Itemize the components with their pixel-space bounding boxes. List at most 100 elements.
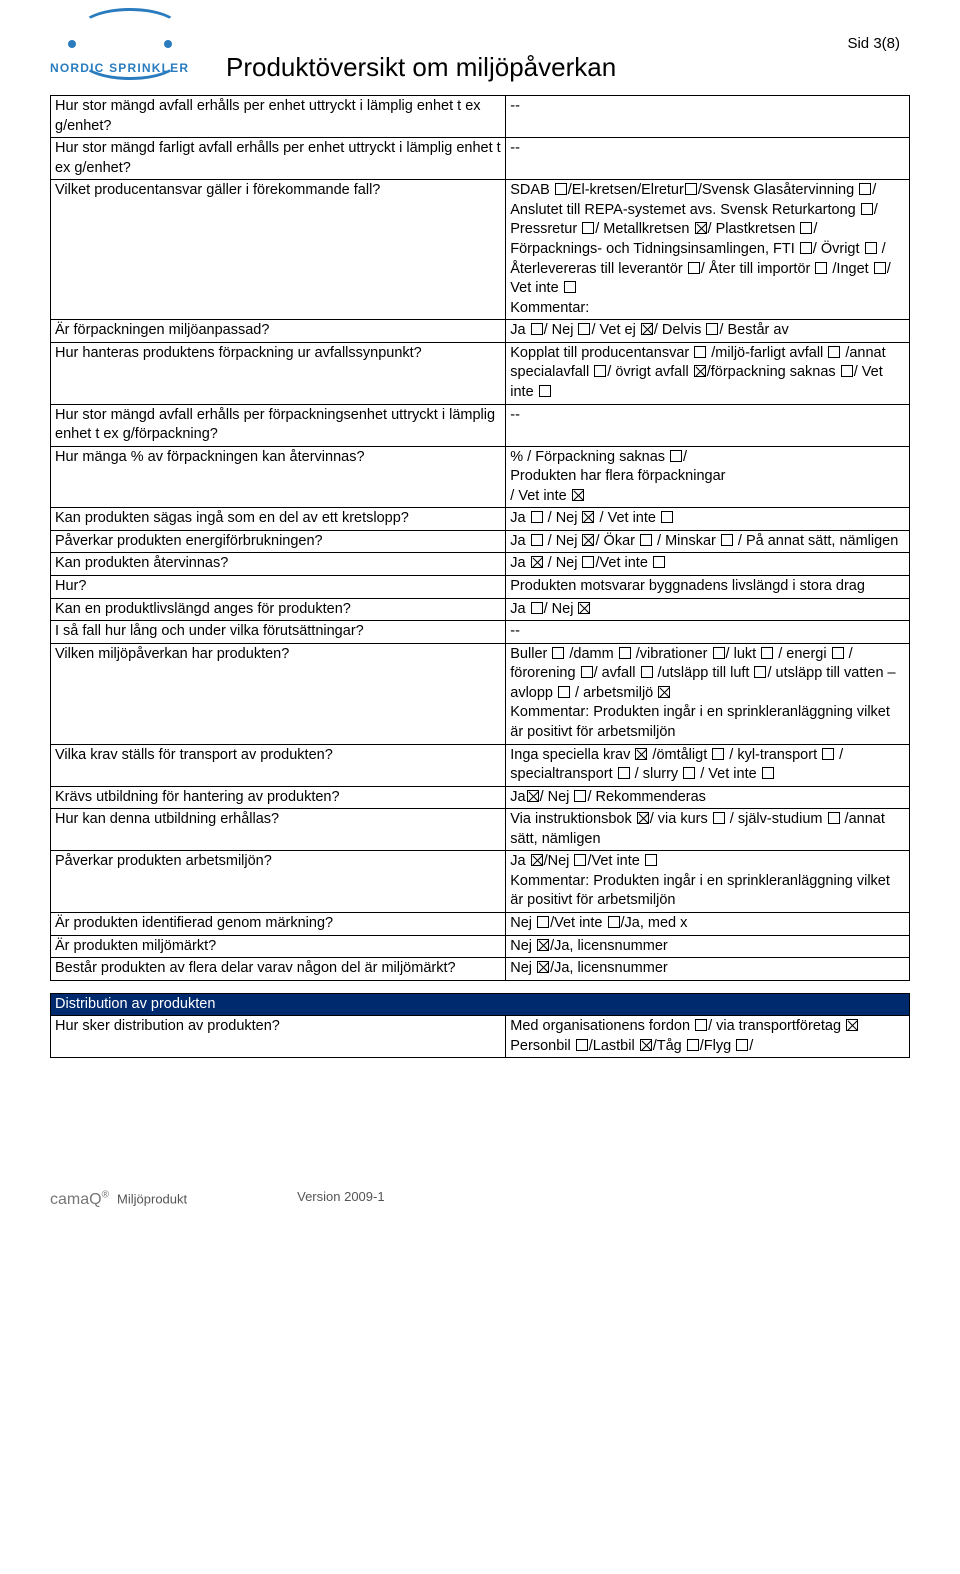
table-row: I så fall hur lång och under vilka förut… bbox=[51, 621, 910, 644]
answer-cell: -- bbox=[506, 621, 910, 644]
checkbox[interactable] bbox=[558, 686, 570, 698]
question-cell: Kan produkten återvinnas? bbox=[51, 553, 506, 576]
checkbox[interactable] bbox=[637, 812, 649, 824]
checkbox[interactable] bbox=[537, 916, 549, 928]
checkbox[interactable] bbox=[574, 790, 586, 802]
table-row: Kan en produktlivslängd anges för produk… bbox=[51, 598, 910, 621]
checkbox[interactable] bbox=[874, 262, 886, 274]
checkbox[interactable] bbox=[846, 1019, 858, 1031]
answer-cell: Nej /Ja, licensnummer bbox=[506, 958, 910, 981]
checkbox[interactable] bbox=[640, 534, 652, 546]
checkbox[interactable] bbox=[721, 534, 733, 546]
table-row: Kan produkten sägas ingå som en del av e… bbox=[51, 508, 910, 531]
checkbox[interactable] bbox=[695, 1019, 707, 1031]
checkbox[interactable] bbox=[635, 748, 647, 760]
checkbox[interactable] bbox=[762, 767, 774, 779]
checkbox[interactable] bbox=[552, 647, 564, 659]
answer-cell: Via instruktionsbok / via kurs / själv-s… bbox=[506, 809, 910, 851]
checkbox[interactable] bbox=[645, 854, 657, 866]
checkbox[interactable] bbox=[578, 323, 590, 335]
checkbox[interactable] bbox=[670, 450, 682, 462]
checkbox[interactable] bbox=[574, 854, 586, 866]
checkbox[interactable] bbox=[564, 281, 576, 293]
checkbox[interactable] bbox=[653, 556, 665, 568]
question-cell: Hur kan denna utbildning erhållas? bbox=[51, 809, 506, 851]
answer-cell: % / Förpackning saknas /Produkten har fl… bbox=[506, 446, 910, 508]
checkbox[interactable] bbox=[539, 385, 551, 397]
checkbox[interactable] bbox=[618, 767, 630, 779]
table-row: Påverkar produkten energiförbrukningen?J… bbox=[51, 530, 910, 553]
checkbox[interactable] bbox=[859, 183, 871, 195]
footer-version: Version 2009-1 bbox=[297, 1188, 384, 1210]
checkbox[interactable] bbox=[531, 602, 543, 614]
checkbox[interactable] bbox=[713, 647, 725, 659]
checkbox[interactable] bbox=[687, 1039, 699, 1051]
checkbox[interactable] bbox=[641, 323, 653, 335]
checkbox[interactable] bbox=[555, 183, 567, 195]
checkbox[interactable] bbox=[531, 854, 543, 866]
checkbox[interactable] bbox=[608, 916, 620, 928]
table-row: Hur stor mängd avfall erhålls per förpac… bbox=[51, 404, 910, 446]
checkbox[interactable] bbox=[531, 556, 543, 568]
answer-cell: Ja / Nej / Ökar / Minskar / På annat sät… bbox=[506, 530, 910, 553]
checkbox[interactable] bbox=[658, 686, 670, 698]
table-row: Är förpackningen miljöanpassad?Ja / Nej … bbox=[51, 320, 910, 343]
answer-cell: -- bbox=[506, 138, 910, 180]
checkbox[interactable] bbox=[822, 748, 834, 760]
table-row: Är produkten miljömärkt?Nej /Ja, licensn… bbox=[51, 935, 910, 958]
checkbox[interactable] bbox=[581, 666, 593, 678]
checkbox[interactable] bbox=[706, 323, 718, 335]
checkbox[interactable] bbox=[761, 647, 773, 659]
checkbox[interactable] bbox=[712, 748, 724, 760]
checkbox[interactable] bbox=[619, 647, 631, 659]
checkbox[interactable] bbox=[800, 242, 812, 254]
checkbox[interactable] bbox=[582, 556, 594, 568]
checkbox[interactable] bbox=[685, 183, 697, 195]
checkbox[interactable] bbox=[576, 1039, 588, 1051]
checkbox[interactable] bbox=[800, 222, 812, 234]
checkbox[interactable] bbox=[640, 1039, 652, 1051]
checkbox[interactable] bbox=[537, 961, 549, 973]
checkbox[interactable] bbox=[582, 222, 594, 234]
checkbox[interactable] bbox=[694, 365, 706, 377]
checkbox[interactable] bbox=[832, 647, 844, 659]
question-cell: Vilken miljöpåverkan har produkten? bbox=[51, 643, 506, 744]
checkbox[interactable] bbox=[683, 767, 695, 779]
checkbox[interactable] bbox=[537, 939, 549, 951]
question-cell: Vilket producentansvar gäller i förekomm… bbox=[51, 180, 506, 320]
question-cell: Består produkten av flera delar varav nå… bbox=[51, 958, 506, 981]
checkbox[interactable] bbox=[865, 242, 877, 254]
checkbox[interactable] bbox=[531, 534, 543, 546]
table-row: Hur hanteras produktens förpackning ur a… bbox=[51, 342, 910, 404]
table-row: Hur sker distribution av produkten?Med o… bbox=[51, 1016, 910, 1058]
checkbox[interactable] bbox=[527, 790, 539, 802]
answer-cell: Ja / Nej / Vet inte bbox=[506, 508, 910, 531]
checkbox[interactable] bbox=[694, 346, 706, 358]
checkbox[interactable] bbox=[713, 812, 725, 824]
checkbox[interactable] bbox=[754, 666, 766, 678]
checkbox[interactable] bbox=[841, 365, 853, 377]
answer-cell: Ja / Nej /Vet inte bbox=[506, 553, 910, 576]
checkbox[interactable] bbox=[641, 666, 653, 678]
footer-product: Miljöprodukt bbox=[117, 1192, 187, 1207]
distribution-table: Distribution av produkten Hur sker distr… bbox=[50, 993, 910, 1059]
checkbox[interactable] bbox=[582, 534, 594, 546]
checkbox[interactable] bbox=[578, 602, 590, 614]
checkbox[interactable] bbox=[695, 222, 707, 234]
question-cell: Är produkten identifierad genom märkning… bbox=[51, 913, 506, 936]
checkbox[interactable] bbox=[828, 812, 840, 824]
checkbox[interactable] bbox=[531, 323, 543, 335]
checkbox[interactable] bbox=[582, 511, 594, 523]
checkbox[interactable] bbox=[815, 262, 827, 274]
checkbox[interactable] bbox=[828, 346, 840, 358]
checkbox[interactable] bbox=[736, 1039, 748, 1051]
page-header: NORDIC SPRINKLER Produktöversikt om milj… bbox=[50, 28, 910, 85]
footer-brand: camaQ® bbox=[50, 1191, 113, 1208]
checkbox[interactable] bbox=[661, 511, 673, 523]
checkbox[interactable] bbox=[572, 489, 584, 501]
checkbox[interactable] bbox=[688, 262, 700, 274]
table-row: Hur kan denna utbildning erhållas?Via in… bbox=[51, 809, 910, 851]
checkbox[interactable] bbox=[861, 203, 873, 215]
checkbox[interactable] bbox=[531, 511, 543, 523]
checkbox[interactable] bbox=[594, 365, 606, 377]
